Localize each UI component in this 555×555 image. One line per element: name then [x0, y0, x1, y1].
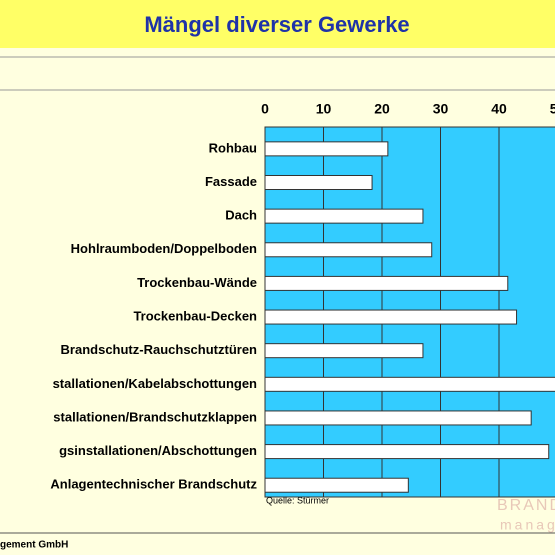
title-bar: [0, 0, 555, 48]
bar: [264, 343, 424, 359]
y-tick-label: Rohbau: [209, 140, 257, 155]
watermark: BRAND: [497, 497, 555, 514]
y-tick-label: Dach: [225, 208, 257, 223]
bar: [264, 376, 555, 392]
bar: [264, 208, 424, 224]
y-tick-label: stallationen/Kabelabschottungen: [53, 376, 257, 391]
bar: [264, 242, 433, 258]
x-tick-label: 40: [491, 101, 507, 117]
y-tick-label: Fassade: [205, 174, 257, 189]
bar: [264, 309, 518, 325]
chart-title: Mängel diverser Gewerke: [144, 12, 409, 37]
source-note: Quelle: Stürmer: [266, 495, 329, 505]
bar: [264, 275, 509, 291]
y-tick-label: Hohlraumboden/Doppelboden: [71, 241, 257, 256]
y-tick-label: Trockenbau-Wände: [137, 275, 257, 290]
bar: [264, 175, 373, 190]
bar: [264, 477, 409, 493]
y-tick-label: Trockenbau-Decken: [133, 308, 257, 323]
y-tick-label: Brandschutz-Rauchschutztüren: [61, 342, 258, 357]
watermark: manag: [500, 517, 555, 533]
x-tick-label: 50: [550, 101, 555, 117]
x-tick-label: 30: [433, 101, 449, 117]
y-tick-label: gsinstallationen/Abschottungen: [59, 443, 257, 458]
x-tick-label: 10: [316, 101, 332, 117]
y-tick-label: Anlagentechnischer Brandschutz: [50, 477, 257, 492]
bar: [264, 410, 532, 426]
footer: gement GmbH: [0, 540, 68, 551]
bar: [264, 141, 389, 157]
x-tick-label: 20: [374, 101, 390, 117]
bar: [264, 444, 550, 460]
y-tick-label: stallationen/Brandschutzklappen: [53, 409, 257, 424]
x-tick-label: 0: [261, 101, 269, 117]
